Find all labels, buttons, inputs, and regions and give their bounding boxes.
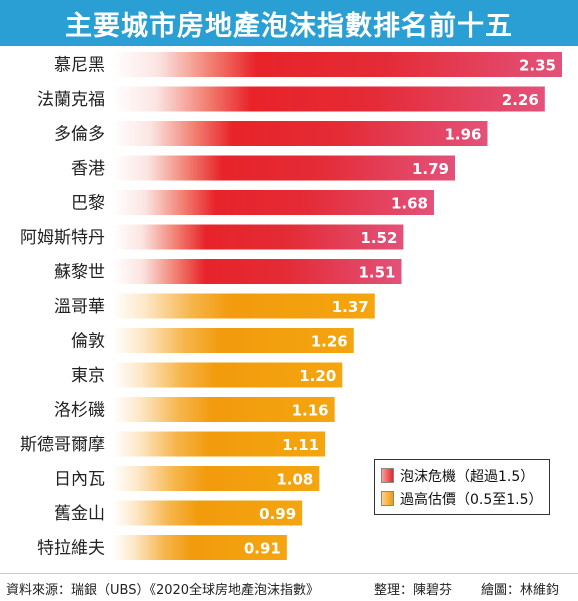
legend-swatch-bubble	[381, 468, 394, 483]
illustrator-credit: 繪圖：林維鈞	[481, 583, 560, 598]
category-label: 慕尼黑	[54, 56, 105, 76]
legend: 泡沫危機（超過1.5） 過高估價（0.5至1.5）	[374, 459, 550, 515]
bar-overvalued	[113, 500, 303, 526]
bar-bubble	[113, 259, 402, 284]
value-label: 1.11	[282, 436, 319, 454]
title-bar: 主要城市房地產泡沫指數排名前十五	[0, 0, 578, 46]
legend-item-bubble: 泡沫危機（超過1.5）	[381, 464, 543, 487]
value-label: 1.51	[358, 264, 395, 282]
category-label: 斯德哥爾摩	[20, 435, 105, 455]
value-label: 1.26	[311, 333, 348, 351]
value-label: 1.20	[299, 367, 336, 385]
value-label: 1.68	[391, 195, 428, 213]
category-label: 溫哥華	[54, 297, 105, 317]
bar-bubble	[113, 86, 545, 112]
category-label: 舊金山	[54, 504, 105, 524]
bar-overvalued	[113, 293, 375, 319]
category-label: 香港	[71, 159, 105, 179]
value-label: 0.91	[244, 540, 281, 558]
value-label: 2.35	[519, 57, 556, 75]
legend-item-overvalued: 過高估價（0.5至1.5）	[381, 487, 543, 510]
value-label: 1.79	[412, 160, 449, 178]
source-note: 資料來源：瑞銀（UBS）《2020全球房地產泡沫指數》	[6, 583, 320, 598]
bar-bubble	[113, 190, 434, 215]
value-label: 2.26	[502, 91, 539, 109]
category-label: 倫敦	[71, 332, 105, 352]
bar-overvalued	[113, 362, 343, 388]
value-label: 1.16	[292, 402, 329, 420]
value-label: 1.08	[276, 471, 313, 489]
bar-overvalued	[113, 431, 326, 457]
bars-group: 慕尼黑 2.35 法蘭克福 2.26 多倫多 1.96 香港 1.79 巴黎 1.68 阿姆斯特丹 1…	[20, 52, 562, 560]
legend-label-overvalued: 過高估價（0.5至1.5）	[400, 491, 543, 508]
value-label: 1.37	[332, 298, 369, 316]
plot-area: 慕尼黑 2.35 法蘭克福 2.26 多倫多 1.96 香港 1.79 巴黎 1.68 阿姆斯特丹 1…	[0, 46, 578, 572]
category-label: 巴黎	[71, 194, 105, 214]
bar-bubble	[113, 155, 456, 181]
category-label: 特拉維夫	[37, 539, 105, 559]
category-label: 東京	[71, 366, 105, 386]
legend-label-bubble: 泡沫危機（超過1.5）	[400, 468, 535, 485]
bar-bubble	[113, 121, 488, 146]
chart-title: 主要城市房地產泡沫指數排名前十五	[65, 10, 513, 42]
category-label: 蘇黎世	[54, 263, 105, 283]
organizer-credit: 整理：陳碧芬	[374, 583, 453, 598]
bar-overvalued	[113, 535, 287, 560]
category-label: 多倫多	[54, 125, 105, 145]
value-label: 1.96	[444, 126, 481, 144]
bar-overvalued	[113, 328, 354, 353]
value-label: 1.52	[360, 229, 397, 247]
footer: 資料來源：瑞銀（UBS）《2020全球房地產泡沫指數》 整理：陳碧芬 繪圖：林維…	[0, 573, 578, 601]
category-label: 洛杉磯	[54, 401, 105, 421]
bar-overvalued	[113, 397, 335, 422]
legend-swatch-overvalued	[381, 491, 394, 506]
category-label: 阿姆斯特丹	[20, 228, 105, 248]
category-label: 法蘭克福	[37, 90, 105, 110]
bar-overvalued	[113, 466, 320, 491]
category-label: 日內瓦	[54, 470, 105, 490]
value-label: 0.99	[259, 505, 296, 523]
bar-bubble	[113, 52, 562, 77]
bar-bubble	[113, 224, 404, 250]
bar-chart: 慕尼黑 2.35 法蘭克福 2.26 多倫多 1.96 香港 1.79 巴黎 1.68 阿姆斯特丹 1…	[20, 52, 562, 560]
